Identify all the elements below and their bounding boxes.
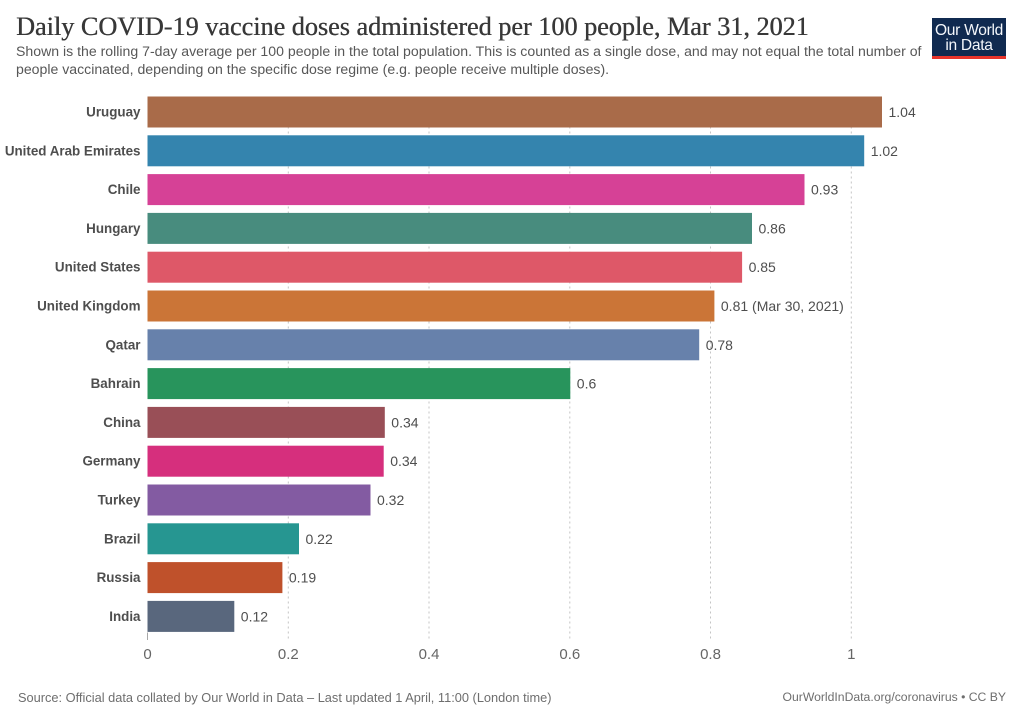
svg-text:0: 0 [143, 646, 151, 663]
svg-text:0.2: 0.2 [278, 646, 299, 663]
svg-text:Bahrain: Bahrain [91, 376, 141, 391]
svg-text:Uruguay: Uruguay [86, 105, 141, 120]
svg-text:0.19: 0.19 [289, 570, 316, 586]
svg-text:0.12: 0.12 [241, 608, 268, 624]
svg-text:0.32: 0.32 [377, 492, 404, 508]
svg-text:Qatar: Qatar [106, 337, 142, 352]
svg-text:United Arab Emirates: United Arab Emirates [5, 143, 141, 158]
svg-text:United States: United States [55, 260, 141, 275]
svg-text:0.85: 0.85 [749, 259, 776, 275]
svg-text:1.02: 1.02 [871, 143, 898, 159]
svg-text:Chile: Chile [108, 182, 141, 197]
svg-text:Germany: Germany [82, 454, 141, 469]
svg-text:China: China [103, 415, 141, 430]
svg-text:United Kingdom: United Kingdom [37, 299, 140, 314]
svg-text:0.34: 0.34 [390, 453, 417, 469]
svg-text:0.34: 0.34 [391, 414, 418, 430]
svg-text:0.22: 0.22 [306, 531, 333, 547]
svg-text:India: India [109, 609, 141, 624]
svg-text:Brazil: Brazil [104, 531, 140, 546]
svg-text:Turkey: Turkey [98, 493, 141, 508]
svg-text:0.6: 0.6 [577, 376, 597, 392]
svg-text:1: 1 [847, 646, 855, 663]
svg-text:0.78: 0.78 [706, 337, 733, 353]
svg-text:0.86: 0.86 [759, 220, 786, 236]
svg-text:0.6: 0.6 [559, 646, 580, 663]
svg-text:0.8: 0.8 [700, 646, 721, 663]
svg-text:1.04: 1.04 [889, 104, 916, 120]
svg-text:Russia: Russia [97, 570, 141, 585]
svg-text:0.81 (Mar 30, 2021): 0.81 (Mar 30, 2021) [721, 298, 844, 314]
svg-text:0.93: 0.93 [811, 182, 838, 198]
svg-text:Hungary: Hungary [86, 221, 141, 236]
svg-text:0.4: 0.4 [419, 646, 440, 663]
